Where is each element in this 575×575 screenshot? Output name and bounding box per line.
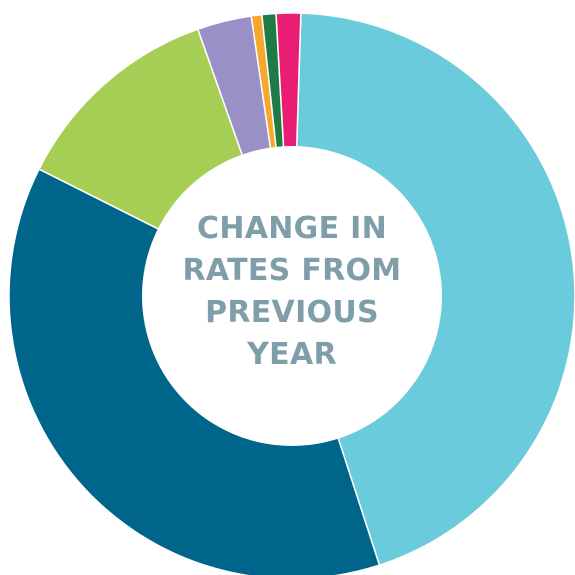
center-label: CHANGE IN RATES FROM PREVIOUS YEAR (167, 208, 417, 376)
center-label-line-1: CHANGE IN (197, 211, 387, 246)
center-label-line-4: YEAR (247, 337, 337, 372)
donut-hole (142, 146, 442, 446)
center-label-line-3: PREVIOUS (205, 295, 379, 330)
center-label-line-2: RATES FROM (182, 253, 402, 288)
